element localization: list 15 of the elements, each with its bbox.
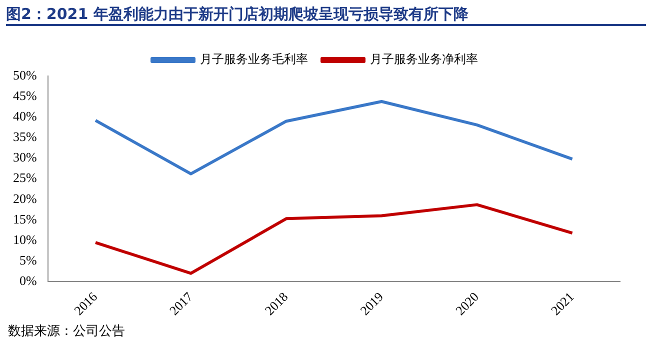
y-tick-label: 45% <box>12 88 37 103</box>
legend-label: 月子服务业务净利率 <box>370 52 478 66</box>
y-tick-label: 10% <box>12 232 37 247</box>
y-tick-label: 50% <box>12 67 37 82</box>
y-tick-label: 30% <box>12 150 37 165</box>
y-tick-label: 5% <box>19 252 37 268</box>
y-tick-label: 0% <box>19 273 37 288</box>
y-tick-label: 40% <box>12 108 37 124</box>
y-tick-label: 35% <box>12 129 37 144</box>
legend-label: 月子服务业务毛利率 <box>200 52 308 66</box>
y-tick-label: 25% <box>12 170 37 186</box>
y-tick-label: 20% <box>12 190 37 206</box>
source-note: 数据来源：公司公告 <box>8 323 125 340</box>
chart-title: 图2：2021 年盈利能力由于新开门店初期爬坡呈现亏损导致有所下降 <box>6 2 646 26</box>
y-tick-label: 15% <box>12 211 37 226</box>
